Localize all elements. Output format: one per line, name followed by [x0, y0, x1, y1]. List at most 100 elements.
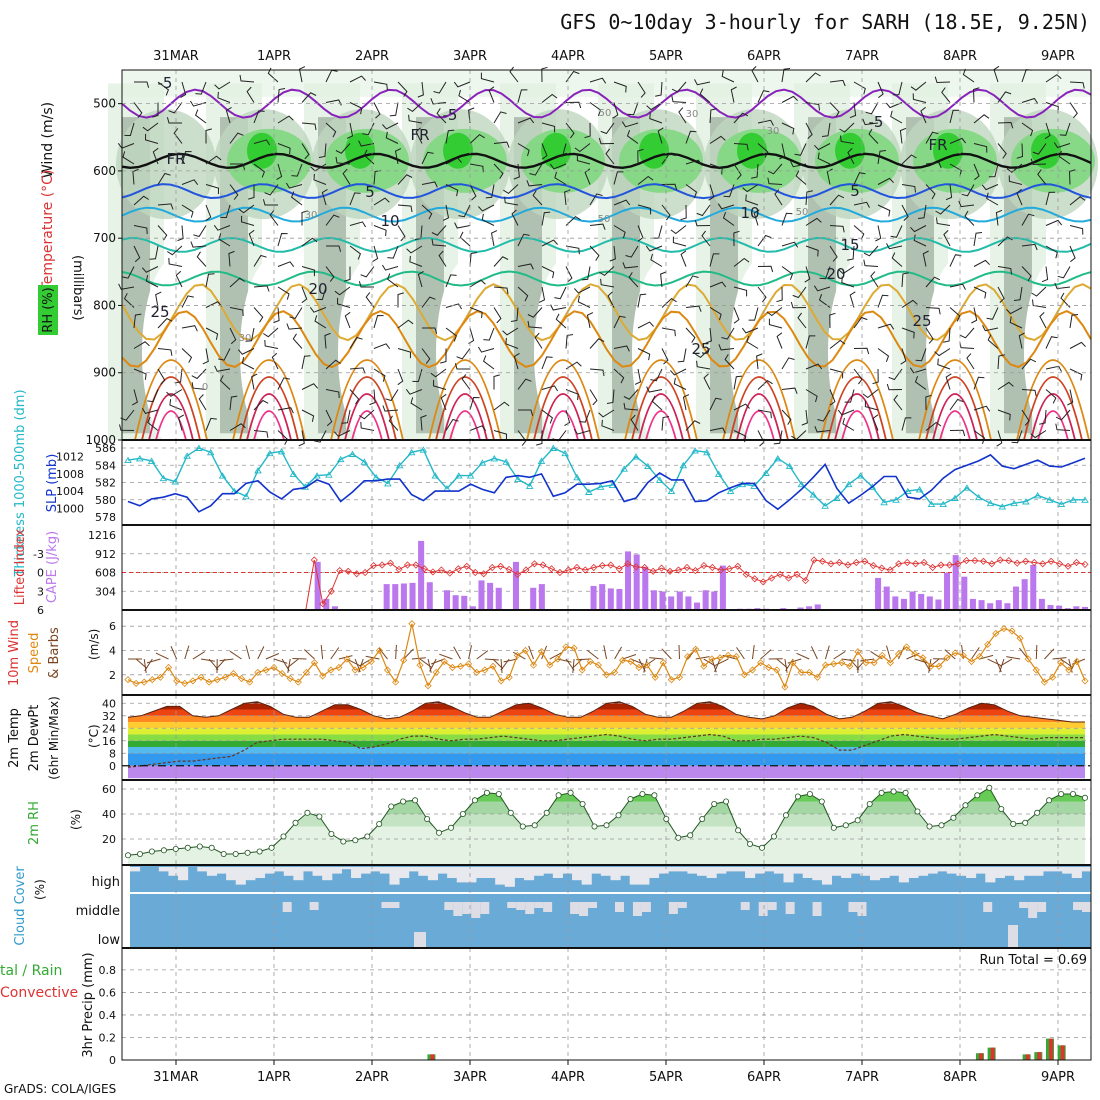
wind-barb	[410, 397, 423, 411]
wind-speed-point	[286, 674, 294, 683]
rh-point	[220, 851, 227, 858]
wind-barb	[1069, 196, 1086, 206]
surface-wind-barb	[143, 658, 147, 673]
cape-bar	[719, 565, 726, 610]
high-cloud-gap	[1023, 867, 1034, 876]
date-label-top: 4APR	[551, 49, 585, 64]
high-cloud-gap	[898, 867, 909, 883]
wind-barb	[805, 190, 813, 206]
wind-barb	[301, 383, 319, 390]
temp-axis-label-3: (6hr Min/Max)	[47, 696, 61, 780]
lifted-index-point	[734, 562, 742, 570]
thickness-point	[147, 457, 156, 464]
wind-barb	[1006, 163, 1023, 173]
wind-barb	[565, 245, 580, 255]
wind-speed-point	[221, 673, 229, 681]
wind-barb	[576, 154, 591, 165]
wind-barb	[373, 314, 384, 329]
wind-barb	[517, 89, 528, 103]
wind-speed-point	[578, 666, 586, 674]
wind-barb	[469, 184, 477, 201]
isotherm-warm-contour	[435, 376, 495, 441]
wind-barb	[1021, 213, 1035, 226]
wind-barb	[746, 335, 759, 349]
wind-barb	[790, 161, 807, 168]
isotherm-warm-contour	[148, 393, 194, 441]
wind-speed-point	[465, 660, 473, 668]
wind-barb	[982, 325, 999, 332]
lifted-index-point	[1030, 558, 1038, 567]
high-cloud-gap	[283, 867, 294, 876]
wind-barb	[637, 175, 654, 185]
precip-convective-bar	[978, 1053, 983, 1060]
wind-barb	[696, 360, 711, 370]
wind-speed-point	[935, 662, 943, 670]
wind-barb	[253, 285, 270, 292]
wind-barb	[541, 122, 556, 133]
wind-barb	[219, 375, 231, 390]
cape-bar	[314, 561, 321, 610]
wind-barb	[901, 299, 918, 308]
wind-barb	[382, 405, 399, 412]
wind-barb	[141, 266, 159, 273]
wind-barb	[241, 357, 255, 370]
high-cloud-gap	[427, 867, 439, 881]
wind-speed-point	[205, 678, 213, 686]
wind-barb	[781, 212, 793, 226]
rh-point	[782, 812, 789, 819]
wind-barb	[335, 156, 351, 165]
cape-bar	[426, 582, 433, 610]
thickness-point	[372, 473, 380, 481]
wind-barb	[804, 266, 811, 283]
wind-barb	[1037, 169, 1047, 185]
wind-barb	[973, 232, 983, 247]
thickness-point	[703, 448, 711, 456]
wind-barb	[936, 217, 951, 226]
wind-barb	[277, 286, 290, 300]
wind-barb	[157, 368, 166, 385]
wind-barb	[385, 389, 399, 402]
wind-barb	[781, 95, 798, 103]
wind-barb	[863, 259, 879, 267]
thickness-point	[525, 482, 534, 489]
high-cloud-gap	[408, 867, 419, 872]
cape-bar	[650, 590, 657, 610]
surface-wind-barb	[614, 646, 623, 660]
surface-wind-barb	[571, 658, 583, 670]
wind-barb	[685, 327, 696, 343]
thickness-point	[325, 471, 333, 478]
wind-barb	[839, 122, 855, 133]
wind-speed-point	[732, 653, 740, 661]
high-cloud-gap	[591, 867, 602, 874]
lifted-index-point	[903, 558, 911, 567]
thickness-point	[313, 472, 321, 479]
wind-barb	[973, 376, 985, 390]
contour-label: 50	[598, 214, 611, 225]
wind-barb	[645, 245, 663, 252]
high-cloud-gap	[216, 867, 227, 874]
lifted-index-point	[649, 567, 657, 575]
wind-barb	[781, 409, 792, 425]
cape-bar	[995, 600, 1002, 610]
middle-cloud-gap	[767, 902, 777, 910]
wind-barb	[724, 354, 735, 370]
wind-barb	[314, 430, 327, 443]
wind-speed-point	[911, 650, 919, 658]
wind-speed-point	[278, 670, 286, 678]
wind-barb	[538, 286, 546, 303]
wind-barb	[459, 231, 471, 247]
cape-bar	[702, 590, 709, 610]
rh-point	[471, 797, 478, 804]
high-cloud-gap	[648, 867, 660, 878]
wind-barb	[205, 301, 223, 308]
rh-point	[256, 848, 263, 855]
wind-barb	[925, 327, 934, 344]
wind-barb	[237, 348, 255, 355]
surface-wind-barb	[365, 655, 380, 660]
wind-barb	[214, 365, 231, 372]
wind-barb	[901, 184, 916, 193]
high-cloud-gap	[639, 867, 650, 885]
thickness-point	[183, 452, 191, 459]
cape-bar	[952, 555, 959, 610]
wind-speed-point	[1073, 657, 1081, 666]
